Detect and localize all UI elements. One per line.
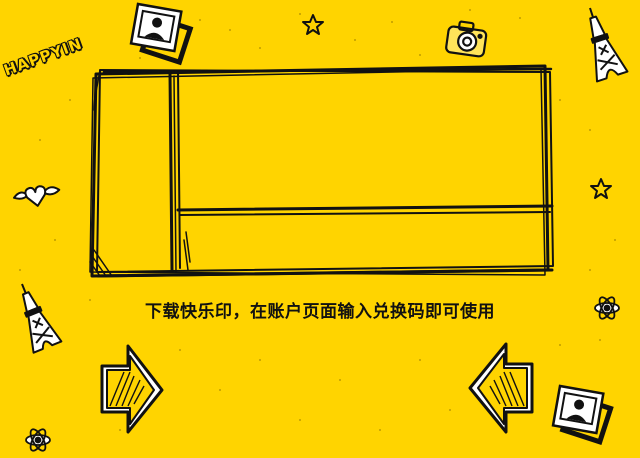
heart-icon — [12, 185, 61, 207]
atom-icon — [25, 428, 51, 452]
eiffel-tower-icon — [589, 7, 629, 83]
photo-print-icon — [129, 2, 194, 66]
star-icon — [302, 14, 324, 35]
eiffel-tower-icon — [21, 283, 63, 354]
speckle-dots — [19, 9, 616, 431]
star-icon — [590, 178, 612, 199]
arrow-left-icon — [468, 342, 534, 434]
redeem-instruction-text: 下载快乐印，在账户页面输入兑换码即可使用 — [145, 302, 495, 322]
brand-logo: HAPPYIN — [0, 22, 92, 80]
photo-print-icon — [551, 384, 614, 445]
brand-logo-text: HAPPYIN — [1, 34, 85, 80]
atom-icon — [594, 296, 620, 320]
arrow-right-icon — [100, 344, 164, 434]
camera-icon — [445, 20, 488, 58]
coupon-frame — [89, 64, 554, 278]
